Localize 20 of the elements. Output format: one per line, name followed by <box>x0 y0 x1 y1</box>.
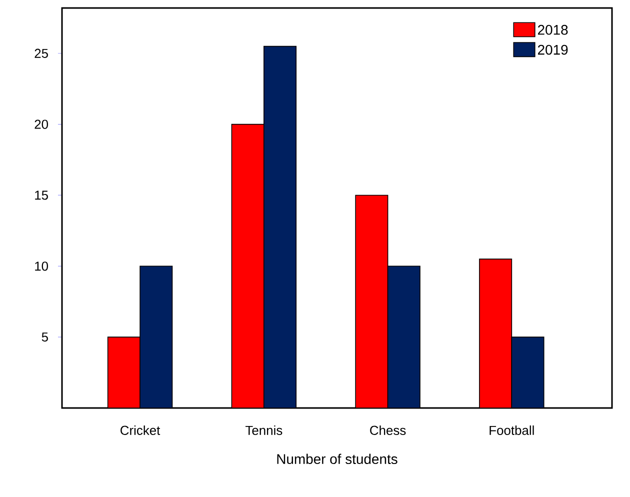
x-tick-label: Tennis <box>245 425 282 435</box>
y-tick-label: 20 <box>34 120 48 129</box>
x-tick-label: Cricket <box>120 425 160 435</box>
y-tick-label: 5 <box>42 332 48 342</box>
x-axis-title: Number of students <box>277 454 398 464</box>
x-tick-label: Football <box>490 425 534 435</box>
y-tick-label: 15 <box>35 190 48 200</box>
bar <box>511 336 544 408</box>
legend-label: 2018 <box>538 24 568 35</box>
x-tick-label: Chess <box>370 425 406 435</box>
bar <box>355 194 388 408</box>
y-tick-label: 25 <box>34 48 48 58</box>
bar <box>264 46 297 408</box>
y-tick-label: 10 <box>35 262 48 271</box>
bar <box>140 266 173 408</box>
bar <box>479 258 512 408</box>
bar <box>387 266 420 408</box>
legend-label: 2019 <box>538 44 568 55</box>
bar <box>231 124 264 408</box>
bar <box>107 336 140 408</box>
